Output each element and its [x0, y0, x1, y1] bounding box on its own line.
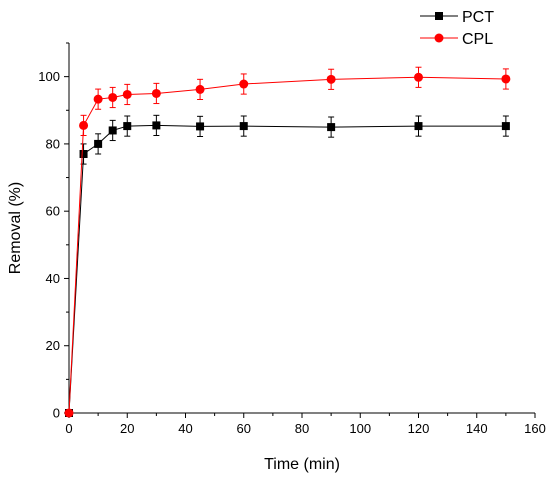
data-point-cpl — [122, 89, 132, 99]
data-point-pct — [79, 150, 88, 158]
legend-marker — [435, 12, 443, 20]
y-tick-label: 0 — [53, 406, 60, 421]
data-point-cpl — [326, 74, 336, 84]
legend-item-cpl: CPL — [420, 31, 493, 48]
series-cpl — [64, 66, 511, 418]
data-point-pct — [501, 122, 510, 131]
data-point-cpl — [79, 120, 89, 130]
data-point-cpl — [239, 79, 249, 89]
data-point-pct — [239, 122, 248, 131]
data-point-cpl — [195, 84, 205, 94]
y-tick-label: 20 — [46, 338, 60, 353]
x-tick-label: 100 — [349, 421, 371, 436]
series-layer — [64, 66, 511, 418]
data-point-pct — [196, 122, 205, 131]
y-tick-label: 80 — [46, 136, 60, 151]
legend-label: CPL — [462, 31, 493, 48]
data-point-pct — [152, 121, 161, 130]
y-tick-label: 40 — [46, 271, 60, 286]
data-point-cpl — [93, 94, 103, 104]
y-tick-label: 100 — [38, 69, 60, 84]
legend-label: PCT — [462, 9, 494, 26]
data-point-pct — [327, 123, 336, 132]
x-tick-label: 20 — [120, 421, 134, 436]
x-tick-label: 40 — [178, 421, 192, 436]
data-point-cpl — [151, 88, 161, 98]
data-point-cpl — [108, 92, 118, 102]
data-point-cpl — [64, 408, 74, 418]
legend: PCT CPL — [420, 9, 494, 48]
x-tick-label: 80 — [295, 421, 309, 436]
x-tick-label: 60 — [237, 421, 251, 436]
series-pct — [65, 114, 510, 417]
data-point-cpl — [414, 72, 423, 82]
legend-marker — [434, 33, 444, 43]
x-tick-label: 140 — [466, 421, 488, 436]
x-axis-title: Time (min) — [264, 456, 340, 473]
data-point-pct — [108, 126, 117, 135]
data-point-pct — [123, 122, 132, 131]
series-line-pct — [68, 124, 506, 414]
x-tick-label: 0 — [65, 421, 72, 436]
legend-item-pct: PCT — [420, 9, 494, 26]
axes: 0 20 40 60 80 100 120 140 160 0 20 40 60 80 100 — [38, 42, 546, 436]
data-point-pct — [94, 139, 103, 148]
y-axis-title: Removal (%) — [7, 182, 24, 274]
series-line-cpl — [68, 76, 506, 414]
x-tick-label: 160 — [524, 421, 546, 436]
x-tick-label: 120 — [408, 421, 430, 436]
data-point-pct — [414, 122, 423, 131]
data-point-cpl — [501, 74, 511, 84]
y-tick-label: 60 — [46, 204, 60, 219]
